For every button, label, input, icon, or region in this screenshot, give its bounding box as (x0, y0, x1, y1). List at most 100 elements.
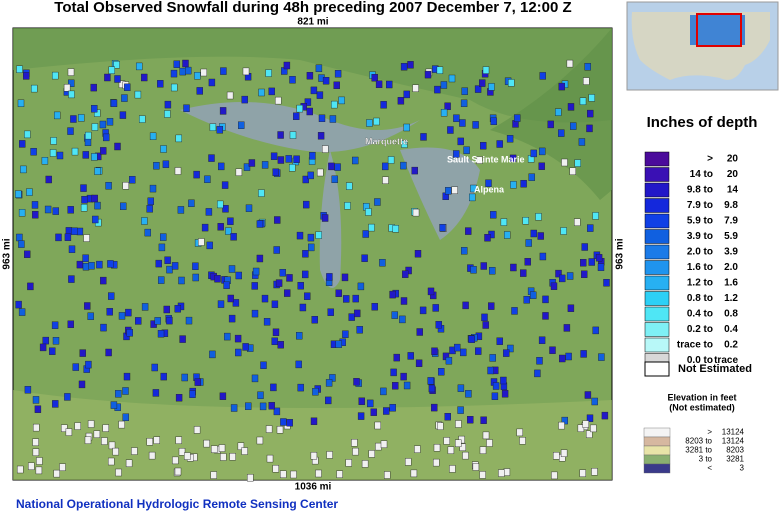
station-marker (400, 372, 407, 381)
station-marker (107, 457, 115, 466)
station-marker (19, 140, 26, 148)
station-marker (276, 426, 284, 434)
station-marker (329, 115, 337, 123)
station-marker (307, 171, 314, 180)
station-marker (237, 442, 245, 450)
station-marker (208, 78, 216, 87)
station-marker (115, 468, 122, 477)
station-marker (32, 448, 40, 456)
station-marker (257, 391, 264, 399)
station-marker (440, 108, 448, 117)
station-marker (192, 262, 199, 270)
station-marker (586, 414, 594, 422)
station-marker (352, 294, 359, 303)
station-marker (472, 121, 479, 129)
legend-label: 14 (727, 185, 739, 196)
elevation-label: 8203 to (685, 437, 712, 446)
station-marker (273, 407, 281, 416)
station-marker (164, 256, 171, 264)
station-marker (453, 114, 460, 122)
station-marker (280, 418, 287, 426)
legend-swatch (644, 244, 670, 260)
station-marker (80, 184, 87, 192)
station-marker (31, 201, 39, 209)
station-marker (70, 115, 77, 123)
station-marker (178, 448, 186, 456)
station-marker (445, 357, 453, 365)
station-marker (16, 233, 23, 242)
station-marker (52, 71, 59, 80)
legend-label: 3.9 (724, 247, 738, 258)
station-marker (289, 164, 296, 172)
station-marker (561, 158, 568, 167)
station-marker (416, 328, 423, 336)
station-marker (555, 269, 562, 278)
station-marker (431, 403, 438, 412)
station-marker (489, 267, 496, 275)
station-marker (523, 296, 530, 304)
station-marker (304, 292, 311, 300)
station-marker (124, 83, 131, 92)
station-marker (82, 254, 89, 262)
station-marker (412, 208, 420, 217)
station-marker (49, 149, 57, 157)
station-marker (216, 126, 224, 134)
station-marker (68, 90, 75, 99)
station-marker (54, 111, 61, 120)
station-marker (482, 431, 490, 440)
station-marker (16, 65, 23, 74)
station-marker (18, 240, 25, 248)
station-marker (462, 451, 469, 460)
elevation-swatch (643, 436, 671, 447)
station-marker (258, 189, 265, 197)
station-marker (166, 316, 173, 325)
station-marker (525, 239, 532, 247)
station-marker (463, 146, 470, 154)
station-marker (88, 262, 95, 270)
station-marker (251, 282, 258, 290)
station-marker (159, 233, 167, 241)
station-marker (219, 453, 227, 461)
station-marker (306, 107, 313, 116)
legend-label: 2.0 (724, 262, 738, 273)
station-marker (119, 202, 127, 211)
station-marker (566, 59, 574, 68)
station-marker (383, 407, 390, 415)
station-marker (341, 273, 349, 282)
station-marker (157, 330, 165, 338)
station-marker (174, 467, 182, 476)
station-marker (210, 471, 217, 479)
station-marker (99, 120, 107, 129)
station-marker (331, 100, 338, 109)
station-marker (461, 87, 468, 95)
station-marker (348, 313, 355, 321)
station-marker (374, 198, 381, 206)
station-marker (146, 205, 153, 213)
station-marker (444, 413, 451, 421)
station-marker (228, 265, 236, 273)
station-marker (496, 337, 503, 345)
station-marker (299, 303, 307, 312)
station-marker (326, 273, 333, 281)
station-marker (245, 204, 253, 212)
station-marker (325, 396, 332, 405)
station-marker (565, 352, 572, 361)
legend-swatch (644, 291, 670, 306)
station-marker (277, 131, 284, 139)
station-marker (516, 428, 523, 437)
station-marker (569, 167, 576, 176)
station-marker (144, 228, 152, 237)
station-marker (500, 376, 507, 385)
station-marker (491, 392, 499, 400)
station-marker (333, 81, 340, 90)
station-marker (275, 96, 282, 105)
legend-label: 0.2 to (687, 324, 713, 335)
station-marker (102, 424, 110, 432)
station-marker (327, 308, 334, 316)
station-marker (93, 430, 101, 438)
station-marker (122, 413, 130, 421)
station-marker (401, 140, 408, 148)
station-marker (382, 176, 389, 185)
station-marker (353, 378, 360, 386)
station-marker (591, 397, 598, 406)
